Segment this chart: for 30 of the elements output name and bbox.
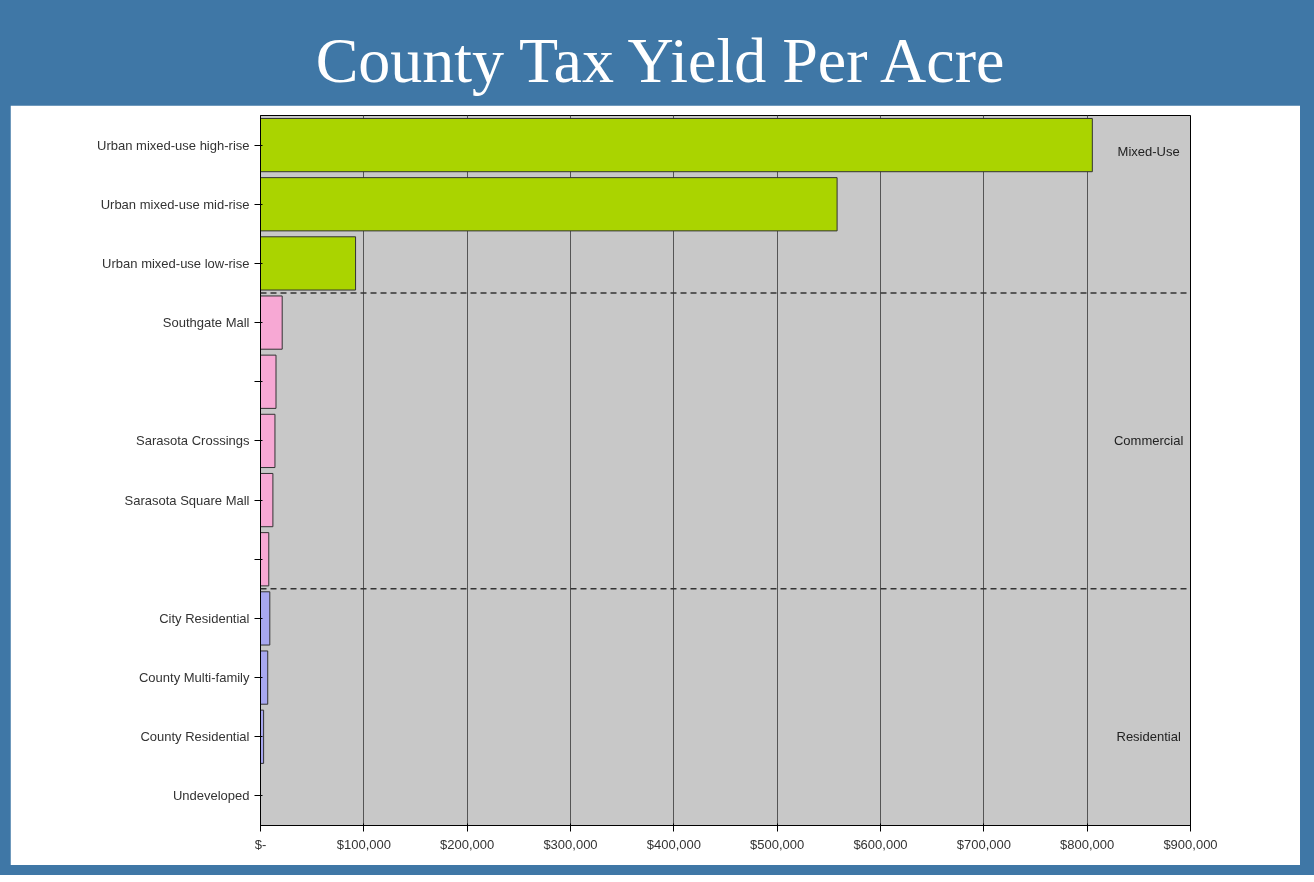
y-tick-label: Sarasota Square Mall [124,492,250,508]
bar [260,354,277,409]
annotation: Commercial [1113,433,1184,449]
x-tick-label: $500,000 [750,836,805,852]
x-tick-label: $100,000 [336,836,391,852]
x-tick-label: $- [254,836,267,852]
x-tick-label: $200,000 [440,836,495,852]
y-tick-label: Urban mixed-use low-rise [102,255,250,271]
bar [260,177,838,232]
bar [260,117,1093,173]
y-tick-label: Southgate Mall [162,315,250,331]
x-tick-label: $300,000 [543,836,598,852]
y-tick-label: Sarasota Crossings [136,433,250,449]
bar [260,650,269,705]
annotation: Mixed-Use [1117,143,1180,159]
bar [260,413,276,469]
y-tick-label: County Residential [140,729,250,745]
chart-title: County Tax Yield Per Acre [315,24,1005,98]
y-tick-label: County Multi-family [138,670,250,686]
x-tick-label: $400,000 [646,836,701,852]
annotation: Residential [1116,729,1181,745]
x-tick-label: $700,000 [956,836,1011,852]
bar [260,472,274,528]
y-tick-label: City Residential [159,610,250,626]
x-tick-label: $900,000 [1163,836,1218,852]
y-tick-label: Undeveloped [172,788,250,804]
y-tick-label: Urban mixed-use high-rise [97,137,250,153]
x-tick-label: $800,000 [1060,836,1115,852]
x-tick-label: $600,000 [853,836,908,852]
y-tick-label: Urban mixed-use mid-rise [100,196,250,212]
